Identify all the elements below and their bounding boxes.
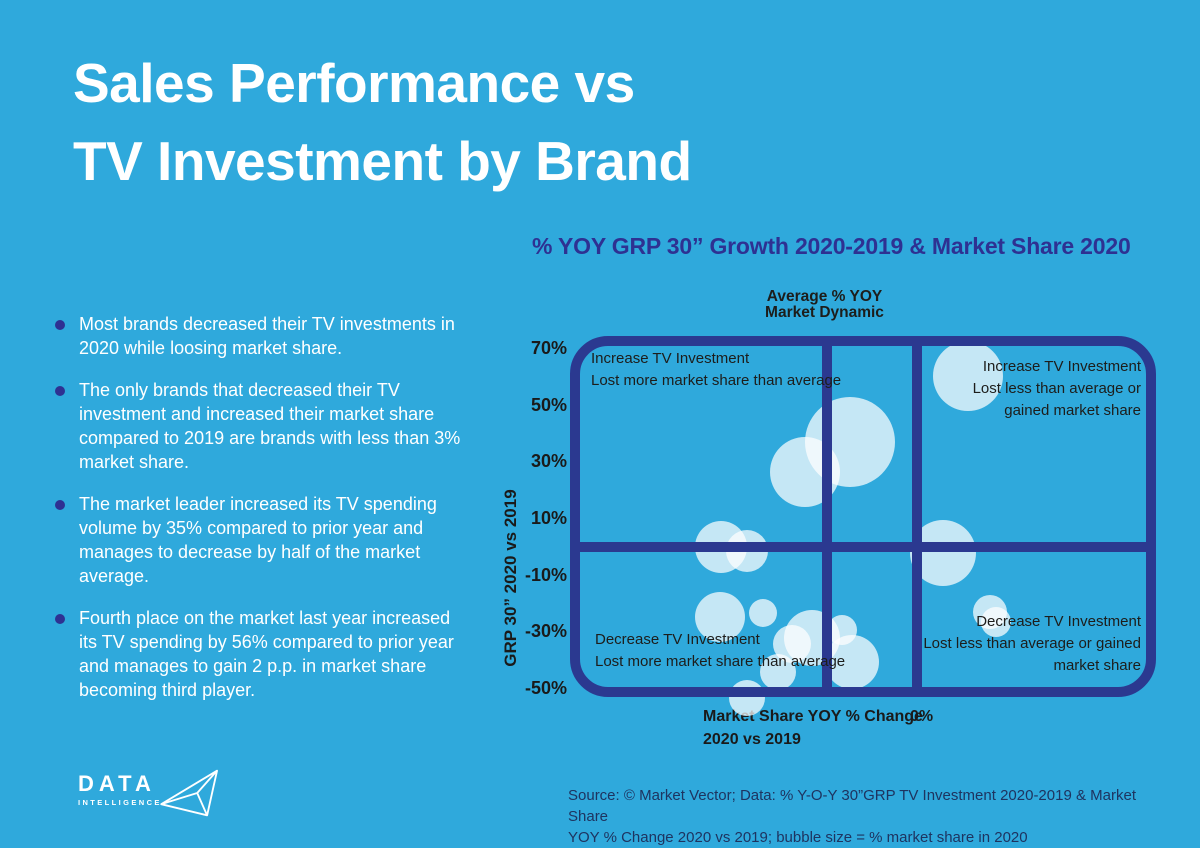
bullet-dot-icon: [55, 386, 65, 396]
insight-bullet-list: Most brands decreased their TV investmen…: [55, 312, 500, 720]
bullet-text: The market leader increased its TV spend…: [79, 494, 437, 586]
y-tick-label: 30%: [530, 451, 567, 472]
brand-bubble: [825, 635, 879, 689]
y-tick-label: 10%: [530, 507, 567, 528]
chart-title: % YOY GRP 30” Growth 2020-2019 & Market …: [532, 233, 1131, 259]
y-axis-ticks: 70% 50% 30% 10% -10% -30% -50%: [490, 0, 567, 848]
brand-bubble: [933, 341, 1003, 411]
brand-bubble: [760, 654, 796, 690]
quadrant-label-top-left: Increase TV Investment Lost more market …: [591, 350, 842, 389]
y-tick-label: 50%: [530, 394, 567, 415]
brand-bubble: [729, 680, 765, 716]
bubble-chart: Increase TV Investment Lost more market …: [570, 336, 1156, 716]
y-axis-title: GRP 30” 2020 vs 2019: [501, 489, 520, 667]
bullet-dot-icon: [55, 614, 65, 624]
insight-bullet-3: The market leader increased its TV spend…: [55, 492, 500, 588]
y-tick-label: 70%: [530, 338, 567, 358]
y-tick-label: -30%: [524, 621, 567, 642]
y-tick-label: -10%: [524, 564, 567, 585]
bullet-dot-icon: [55, 320, 65, 330]
bullet-text: Most brands decreased their TV investmen…: [79, 314, 455, 358]
logo: DATA INTELLIGENCE: [78, 771, 162, 808]
paper-plane-icon: [160, 769, 218, 817]
quadrant-label-bottom-right: Decrease TV Investment Lost less than av…: [923, 613, 1141, 674]
source-note: Source: © Market Vector; Data: % Y-O-Y 3…: [568, 787, 1136, 846]
brand-bubble: [981, 607, 1011, 637]
insight-bullet-4: Fourth place on the market last year inc…: [55, 606, 500, 702]
logo-secondary-text: INTELLIGENCE: [78, 798, 162, 807]
brand-bubble: [910, 520, 976, 586]
y-tick-label: -50%: [524, 677, 567, 698]
bullet-text: Fourth place on the market last year inc…: [79, 608, 454, 700]
quadrant-label-bottom-left: Decrease TV Investment Lost more market …: [595, 631, 846, 670]
page-title: Sales Performance vs TV Investment by Br…: [73, 52, 692, 192]
insight-bullet-1: Most brands decreased their TV investmen…: [55, 312, 500, 360]
brand-bubble: [749, 599, 777, 627]
brand-bubble: [726, 530, 768, 572]
brand-bubble: [695, 592, 745, 642]
average-yoy-reference-label: Average % YOY Market Dynamic: [765, 288, 884, 321]
quadrant-label-top-right: Increase TV Investment Lost less than av…: [972, 358, 1141, 419]
brand-bubble: [770, 437, 840, 507]
bullet-text: The only brands that decreased their TV …: [79, 380, 461, 472]
logo-primary-text: DATA: [78, 771, 156, 796]
bullet-dot-icon: [55, 500, 65, 510]
x-axis-zero-label: 0%: [910, 708, 934, 725]
insight-bullet-2: The only brands that decreased their TV …: [55, 378, 500, 474]
